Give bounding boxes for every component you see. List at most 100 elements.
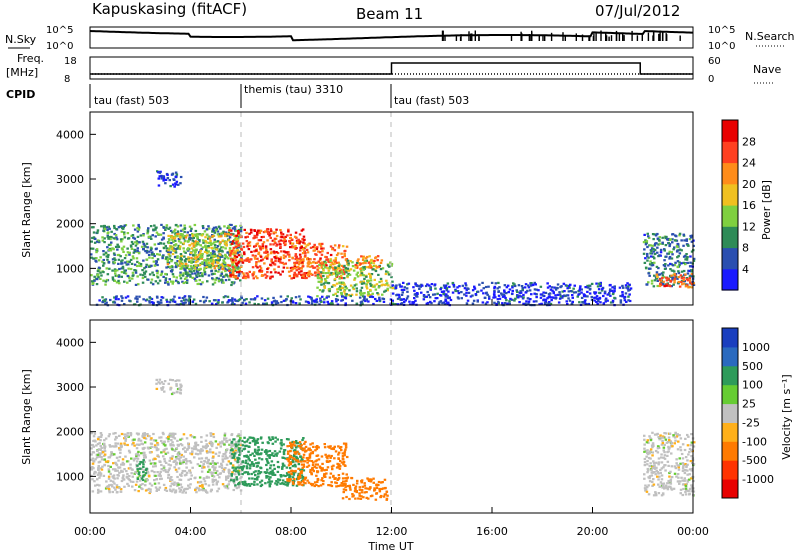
echo-cell (352, 483, 355, 486)
echo-cell (512, 282, 515, 285)
echo-cell (337, 252, 340, 255)
echo-cell (348, 289, 351, 292)
nsearch-bar (478, 36, 480, 41)
echo-cell (467, 291, 471, 294)
echo-cell (368, 488, 371, 491)
echo-cell (266, 239, 269, 242)
echo-cell (279, 256, 283, 259)
echo-cell (227, 239, 231, 242)
echo-cell (180, 453, 183, 457)
echo-cell (688, 275, 692, 278)
echo-cell (351, 265, 355, 268)
echo-cell (239, 279, 242, 282)
echo-cell (276, 478, 280, 481)
echo-cell (141, 434, 144, 437)
echo-cell (334, 271, 337, 274)
echo-cell (318, 465, 322, 468)
echo-cell (103, 454, 106, 457)
echo-cell (548, 285, 551, 288)
echo-cell (251, 254, 255, 257)
echo-cell (175, 447, 179, 450)
echo-cell (518, 294, 521, 297)
echo-cell (179, 488, 182, 492)
echo-cell (120, 432, 124, 436)
echo-cell (104, 283, 107, 286)
echo-cell (214, 471, 218, 474)
echo-cell (90, 256, 93, 259)
echo-cell (301, 459, 304, 462)
echo-cell (261, 258, 265, 261)
echo-cell (258, 457, 261, 460)
echo-cell (193, 223, 197, 227)
echo-cell (299, 471, 303, 474)
echo-cell (269, 275, 272, 278)
echo-cell (107, 477, 111, 480)
echo-cell (216, 461, 219, 465)
echo-cell (138, 471, 141, 474)
echo-cell (558, 291, 561, 294)
echo-cell (347, 272, 350, 275)
echo-cell (177, 454, 180, 457)
echo-cell (495, 302, 498, 305)
echo-cell (355, 302, 359, 305)
echo-cell (199, 257, 202, 260)
echo-cell (233, 242, 236, 245)
echo-cell (374, 256, 378, 259)
echo-cell (380, 481, 383, 484)
echo-cell (111, 490, 114, 494)
echo-cell (367, 300, 370, 303)
echo-cell (187, 444, 190, 447)
echo-cell (236, 268, 240, 271)
echo-cell (667, 277, 670, 280)
echo-cell (245, 258, 248, 261)
echo-cell (149, 297, 152, 300)
echo-cell (179, 277, 183, 280)
echo-cell (219, 472, 222, 475)
echo-cell (106, 246, 109, 249)
echo-cell (668, 257, 671, 260)
echo-cell (218, 268, 221, 271)
echo-cell (444, 298, 447, 301)
echo-cell (229, 449, 233, 452)
echo-cell (334, 260, 337, 263)
echo-cell (174, 182, 177, 185)
echo-cell (688, 265, 692, 268)
echo-cell (250, 462, 254, 466)
echo-cell (379, 277, 383, 280)
echo-cell (394, 285, 397, 288)
echo-cell (232, 456, 236, 459)
echo-cell (171, 252, 175, 256)
echo-cell (521, 287, 524, 290)
echo-cell (142, 298, 145, 301)
echo-cell (511, 286, 514, 289)
echo-cell (170, 439, 173, 442)
echo-cell (304, 445, 308, 448)
echo-cell (156, 253, 159, 256)
echo-cell (249, 453, 252, 457)
echo-cell (651, 264, 655, 267)
echo-cell (316, 463, 319, 466)
echo-cell (675, 250, 679, 253)
echo-cell (690, 240, 694, 243)
echo-cell (168, 179, 171, 182)
echo-cell (364, 260, 367, 263)
echo-cell (114, 442, 117, 445)
echo-cell (355, 261, 359, 265)
echo-cell (177, 467, 181, 470)
echo-cell (163, 488, 167, 491)
echo-cell (385, 490, 388, 493)
echo-cell (313, 481, 317, 484)
echo-cell (546, 282, 549, 285)
echo-cell (133, 269, 136, 272)
echo-cell (169, 229, 173, 232)
echo-cell (256, 483, 259, 486)
echo-cell (269, 232, 272, 235)
echo-cell (151, 469, 154, 472)
echo-cell (337, 271, 340, 274)
echo-cell (396, 303, 399, 306)
echo-cell (109, 298, 112, 302)
echo-cell (244, 275, 248, 278)
echo-cell (215, 227, 219, 231)
echo-cell (150, 278, 154, 281)
echo-cell (315, 454, 318, 457)
